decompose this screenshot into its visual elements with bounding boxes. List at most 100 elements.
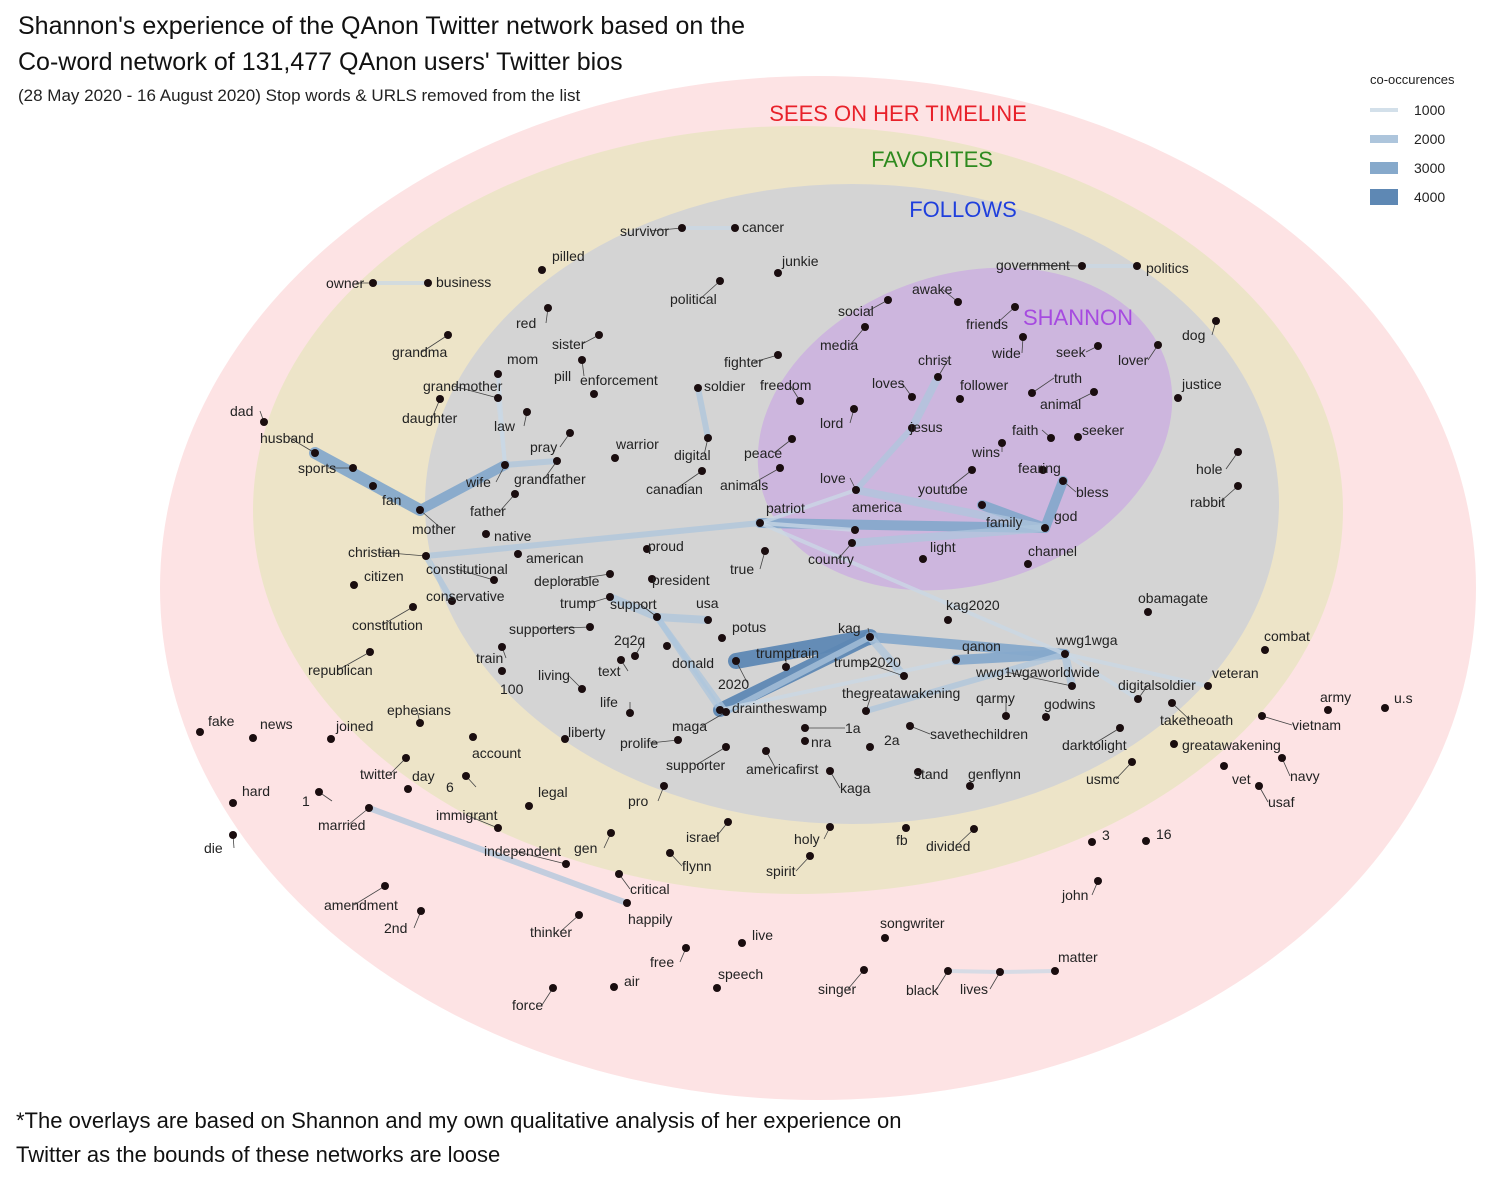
node-6: 6 bbox=[446, 772, 477, 795]
node-qanon: qanon bbox=[952, 638, 1001, 664]
node-sister: sister bbox=[552, 331, 603, 352]
node-dot bbox=[615, 870, 623, 878]
edge-patriot-god bbox=[755, 518, 1050, 533]
node-dot bbox=[494, 370, 502, 378]
node-liberty: liberty bbox=[561, 724, 605, 743]
node-dot bbox=[424, 279, 432, 287]
node-dot bbox=[1024, 560, 1032, 568]
node-friends: friends bbox=[966, 303, 1019, 332]
node-dot bbox=[1278, 754, 1286, 762]
node-christian: christian bbox=[348, 544, 430, 560]
node-gen: gen bbox=[574, 829, 615, 856]
node-label: donald bbox=[672, 655, 714, 671]
node-label: country bbox=[808, 551, 854, 567]
node-dot bbox=[1234, 448, 1242, 456]
node-label: rabbit bbox=[1190, 494, 1225, 510]
node-label: wwg1wgaworldwide bbox=[975, 664, 1100, 680]
node-label: usa bbox=[696, 595, 719, 611]
node-grandfather: grandfather bbox=[514, 457, 586, 487]
node-fan: fan bbox=[369, 482, 401, 508]
node-red: red bbox=[516, 304, 552, 331]
node-dot bbox=[1090, 388, 1098, 396]
node-father: father bbox=[470, 490, 519, 519]
node-leader-line bbox=[1069, 391, 1095, 405]
node-dot bbox=[900, 672, 908, 680]
node-navy: navy bbox=[1278, 754, 1320, 784]
node-leader-line bbox=[735, 660, 749, 685]
node-dot bbox=[884, 296, 892, 304]
node-label: grandfather bbox=[514, 471, 586, 487]
node-dot bbox=[762, 747, 770, 755]
node-label: 3 bbox=[1102, 827, 1110, 843]
node-label: usmc bbox=[1086, 771, 1119, 787]
node-dot bbox=[848, 539, 856, 547]
edge-love-god bbox=[852, 486, 1049, 532]
node-label: die bbox=[204, 840, 223, 856]
node-force: force bbox=[512, 984, 557, 1013]
node-leader-line bbox=[1025, 264, 1083, 267]
node-army: army bbox=[1320, 689, 1351, 714]
node-government: government bbox=[996, 257, 1086, 273]
node-mother: mother bbox=[412, 506, 456, 537]
edge-digitalsoldier-wwg1wga bbox=[1063, 652, 1140, 701]
node-label: wwg1wga bbox=[1055, 632, 1118, 648]
node-label: supporter bbox=[666, 757, 725, 773]
node-label: joined bbox=[335, 718, 373, 734]
node-leader-line bbox=[353, 885, 386, 906]
legend-item: 4000 bbox=[1370, 182, 1495, 211]
node-label: prolife bbox=[620, 735, 658, 751]
node-dot bbox=[617, 656, 625, 664]
node-political: political bbox=[670, 277, 724, 307]
node-country: country bbox=[808, 539, 856, 567]
node-label: songwriter bbox=[880, 915, 945, 931]
node-dot bbox=[631, 652, 639, 660]
node-label: legal bbox=[538, 784, 568, 800]
node-label: kag2020 bbox=[946, 597, 1000, 613]
node-usaf: usaf bbox=[1255, 782, 1295, 810]
node-dot bbox=[1128, 758, 1136, 766]
node-dot bbox=[722, 708, 730, 716]
node-follower: follower bbox=[956, 377, 1009, 403]
node-label: 1a bbox=[845, 720, 861, 736]
node-kaga: kaga bbox=[826, 767, 871, 796]
node-leader-line bbox=[347, 807, 370, 826]
node-divided: divided bbox=[926, 825, 978, 854]
node-legal: legal bbox=[525, 784, 568, 810]
node-label: americafirst bbox=[746, 761, 818, 777]
node-dot bbox=[595, 331, 603, 339]
node-america: america bbox=[851, 499, 902, 534]
node-dot bbox=[402, 754, 410, 762]
node-survivor: survivor bbox=[620, 223, 686, 239]
node-dot bbox=[1144, 608, 1152, 616]
node-vet: vet bbox=[1220, 762, 1251, 787]
legend-swatch bbox=[1370, 161, 1398, 174]
node-support: support bbox=[610, 596, 661, 621]
node-leader-line bbox=[863, 661, 905, 677]
node-label: supporters bbox=[509, 621, 575, 637]
node-label: force bbox=[512, 997, 543, 1013]
edge-wwg1wga-wwg1wgaworldwide bbox=[1061, 650, 1076, 690]
node-label: fan bbox=[382, 492, 401, 508]
node-dot bbox=[1133, 262, 1141, 270]
node-label: law bbox=[494, 418, 516, 434]
node-dot bbox=[369, 482, 377, 490]
node-label: qanon bbox=[962, 638, 1001, 654]
node-black: black bbox=[906, 967, 952, 998]
node-label: kag bbox=[838, 620, 861, 636]
node-dot bbox=[417, 907, 425, 915]
node-darktolight: darktolight bbox=[1062, 724, 1127, 753]
edge-wife-mother bbox=[415, 460, 510, 515]
node-label: john bbox=[1061, 887, 1088, 903]
node-obamagate: obamagate bbox=[1138, 590, 1208, 616]
edge-support-usa bbox=[653, 613, 712, 624]
node-dot bbox=[366, 648, 374, 656]
node-label: canadian bbox=[646, 481, 703, 497]
node-dot bbox=[968, 466, 976, 474]
node-mom: mom bbox=[494, 351, 538, 378]
node-leader-line bbox=[1171, 702, 1191, 721]
node-dot bbox=[952, 656, 960, 664]
node-seeker: seeker bbox=[1074, 422, 1124, 441]
node-leader-line bbox=[289, 437, 316, 454]
node-2nd: 2nd bbox=[384, 907, 425, 936]
node-dot bbox=[1204, 682, 1212, 690]
